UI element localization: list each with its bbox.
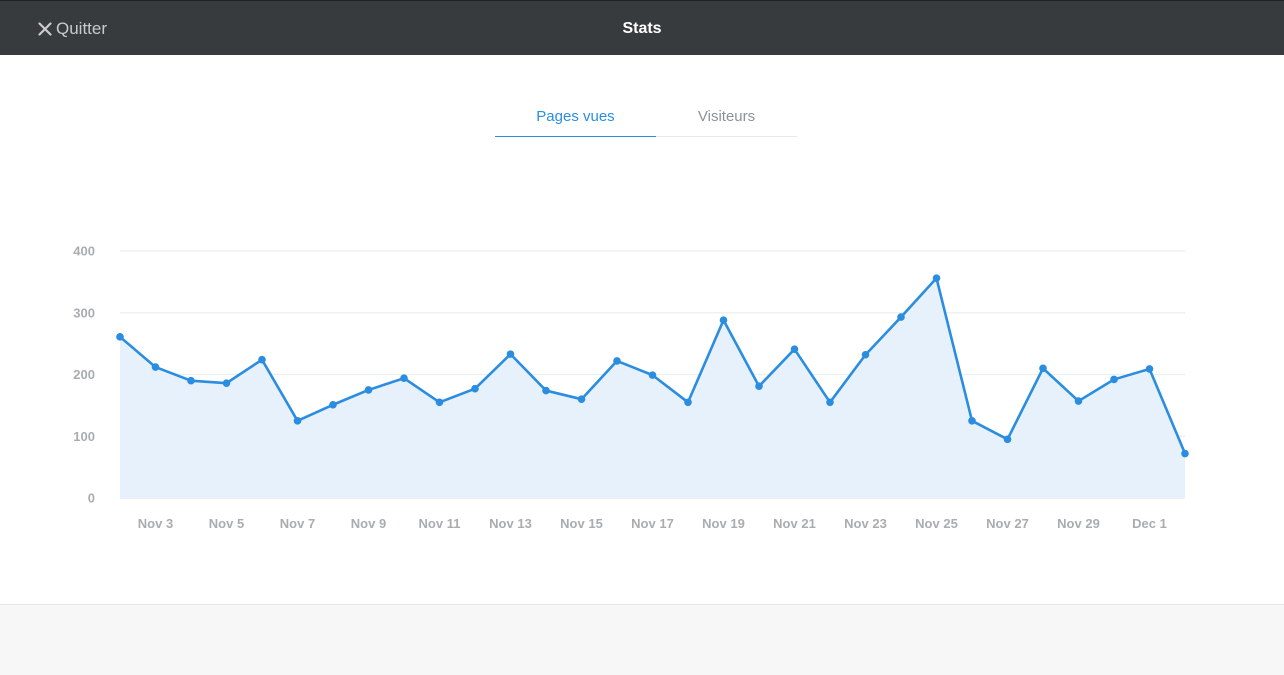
- x-tick-label: Nov 27: [986, 516, 1029, 531]
- x-tick-label: Nov 3: [138, 516, 173, 531]
- x-tick-label: Nov 5: [209, 516, 244, 531]
- data-point: [471, 384, 479, 393]
- data-point: [329, 400, 337, 409]
- close-icon: [38, 21, 52, 36]
- data-point: [790, 345, 799, 353]
- x-tick-label: Nov 7: [280, 516, 315, 531]
- data-point: [258, 355, 266, 364]
- data-point: [719, 316, 728, 324]
- x-tick-label: Nov 9: [351, 516, 386, 531]
- x-tick-label: Nov 21: [773, 516, 816, 531]
- data-point: [116, 333, 124, 341]
- data-point: [861, 350, 870, 359]
- data-point: [577, 395, 586, 403]
- data-point: [364, 386, 373, 394]
- data-point: [1003, 435, 1012, 444]
- quit-label: Quitter: [56, 18, 108, 38]
- data-point: [293, 417, 302, 425]
- x-tick-label: Nov 17: [631, 516, 674, 531]
- data-point: [435, 398, 444, 407]
- data-point: [968, 417, 976, 425]
- y-tick-label: 100: [73, 429, 95, 444]
- y-tick-label: 200: [73, 367, 95, 382]
- tab-visiteurs[interactable]: Visiteurs: [697, 108, 756, 125]
- data-point: [151, 363, 160, 371]
- data-point: [1039, 364, 1047, 373]
- data-point: [400, 374, 408, 383]
- x-tick-label: Nov 19: [702, 516, 745, 531]
- x-tick-label: Nov 29: [1057, 516, 1100, 531]
- data-point: [542, 386, 550, 395]
- y-tick-label: 300: [73, 305, 95, 320]
- data-point: [506, 350, 515, 358]
- data-point: [826, 398, 834, 407]
- x-tick-label: Nov 13: [489, 516, 532, 531]
- top-bar: Quitter Stats: [0, 0, 1284, 55]
- tab-pages-vues[interactable]: Pages vues: [495, 96, 656, 137]
- data-point: [1110, 375, 1118, 384]
- x-tick-label: Nov 15: [560, 516, 603, 531]
- data-point: [1074, 397, 1083, 405]
- data-point: [897, 313, 905, 321]
- x-tick-label: Nov 23: [844, 516, 887, 531]
- x-tick-label: Nov 25: [915, 516, 958, 531]
- data-point: [932, 274, 941, 282]
- data-point: [613, 357, 621, 365]
- series-area: [120, 278, 1185, 498]
- data-point: [648, 371, 657, 379]
- data-point: [755, 382, 763, 391]
- quit-button[interactable]: Quitter: [38, 1, 107, 56]
- x-tick-label: Dec 1: [1132, 516, 1167, 531]
- footer-area: [0, 604, 1284, 675]
- data-point: [187, 376, 195, 385]
- y-tick-label: 400: [73, 244, 95, 259]
- data-point: [222, 379, 231, 387]
- page-views-chart: 0 100 200 300 400 Nov 3 Nov 5 Nov 7 Nov 9 Nov 11 N…: [73, 244, 1189, 531]
- page-title: Stats: [622, 19, 662, 37]
- stats-tabs: Pages vues Visiteurs: [495, 96, 797, 137]
- data-point: [684, 398, 692, 407]
- data-point: [1181, 449, 1189, 458]
- x-tick-label: Nov 11: [419, 516, 461, 531]
- data-point: [1145, 365, 1154, 373]
- y-tick-label: 0: [88, 491, 95, 506]
